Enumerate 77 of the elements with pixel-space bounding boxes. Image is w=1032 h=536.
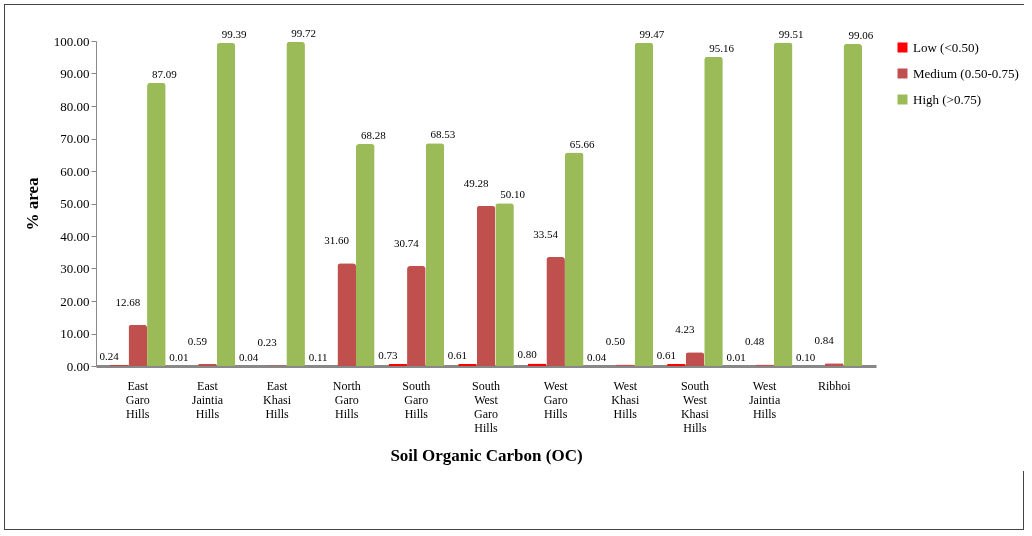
data-label: 0.04 — [587, 350, 607, 363]
x-tick-label: East Khasi Hills — [263, 378, 292, 421]
x-tick-label: West Garo Hills — [543, 378, 569, 421]
data-label: 99.51 — [778, 27, 804, 40]
x-tick-label: South Garo Hills — [402, 378, 431, 421]
data-label: 99.06 — [848, 29, 874, 42]
data-label: 0.23 — [257, 336, 278, 349]
x-tick-label: East Garo Hills — [125, 378, 150, 421]
data-label: 0.84 — [814, 334, 835, 347]
y-tick-label: 50.00 — [60, 196, 90, 211]
x-tick-label: West Jaintia Hills — [748, 378, 781, 421]
data-label: 99.47 — [639, 27, 665, 40]
bar — [843, 44, 863, 366]
y-tick-label: 70.00 — [60, 131, 90, 146]
legend-label: High (>0.75) — [913, 91, 981, 107]
data-label: 99.39 — [221, 27, 247, 40]
bar — [704, 56, 723, 366]
y-tick-label: 30.00 — [60, 261, 90, 276]
data-label: 68.53 — [430, 128, 456, 141]
legend-label: Medium (0.50-0.75) — [913, 65, 1019, 81]
bar — [286, 41, 305, 366]
x-tick-label: East Jaintia Hills — [191, 378, 224, 421]
legend-label: Low (<0.50) — [913, 39, 979, 55]
bar — [337, 263, 356, 366]
data-label: 0.24 — [99, 350, 120, 363]
bar — [425, 143, 445, 366]
y-tick-label: 90.00 — [60, 66, 90, 81]
data-label: 0.11 — [308, 350, 328, 363]
data-label: 99.72 — [291, 26, 317, 39]
data-label: 0.61 — [656, 349, 676, 362]
data-label: 68.28 — [360, 129, 387, 142]
x-tick-label: South West Khasi Hills — [680, 378, 710, 435]
data-label: 4.23 — [675, 323, 696, 336]
y-tick-label: 80.00 — [60, 98, 90, 114]
data-label: 33.54 — [533, 227, 559, 240]
data-label: 0.80 — [517, 348, 538, 361]
data-label: 95.16 — [709, 41, 735, 54]
data-label: 12.68 — [115, 295, 141, 308]
bar — [147, 82, 166, 366]
bar — [773, 42, 793, 366]
y-tick-label: 10.00 — [60, 326, 90, 341]
data-label: 49.28 — [463, 176, 489, 189]
x-tick-label: Ribhoi — [817, 378, 852, 393]
bar — [407, 266, 426, 366]
bar — [546, 257, 565, 366]
bar — [634, 42, 654, 366]
y-tick-label: 40.00 — [60, 228, 90, 244]
bar — [128, 324, 148, 366]
data-label: 0.50 — [605, 335, 626, 348]
y-tick-label: 60.00 — [60, 163, 90, 179]
x-tick-label: West Khasi Hills — [611, 378, 640, 421]
y-tick-label: 20.00 — [60, 293, 90, 309]
x-tick-label: North Garo Hills — [332, 378, 361, 421]
data-label: 87.09 — [151, 67, 178, 80]
data-label: 0.61 — [447, 349, 468, 362]
bar — [564, 152, 584, 366]
data-label: 0.04 — [238, 350, 259, 363]
bar — [356, 144, 375, 366]
data-label: 30.74 — [393, 237, 420, 250]
data-label: 0.59 — [187, 335, 208, 348]
data-label: 0.01 — [169, 350, 189, 363]
data-label: 31.60 — [324, 234, 350, 247]
data-label: 50.10 — [500, 188, 526, 201]
x-tick-label: South West Garo Hills — [471, 378, 501, 435]
bar — [685, 352, 705, 366]
y-tick-label: 0.00 — [66, 358, 90, 374]
data-label: 0.10 — [796, 350, 816, 363]
bar — [495, 203, 514, 366]
y-tick-label: 100.00 — [53, 33, 90, 49]
bar — [476, 205, 496, 366]
data-label: 0.73 — [378, 348, 398, 361]
data-label: 65.66 — [569, 137, 596, 150]
bar — [216, 42, 236, 366]
data-label: 0.01 — [726, 350, 746, 363]
x-axis-title: Soil Organic Carbon (OC) — [390, 445, 583, 465]
y-axis-title: % area — [22, 176, 42, 231]
data-label: 0.48 — [744, 335, 765, 348]
